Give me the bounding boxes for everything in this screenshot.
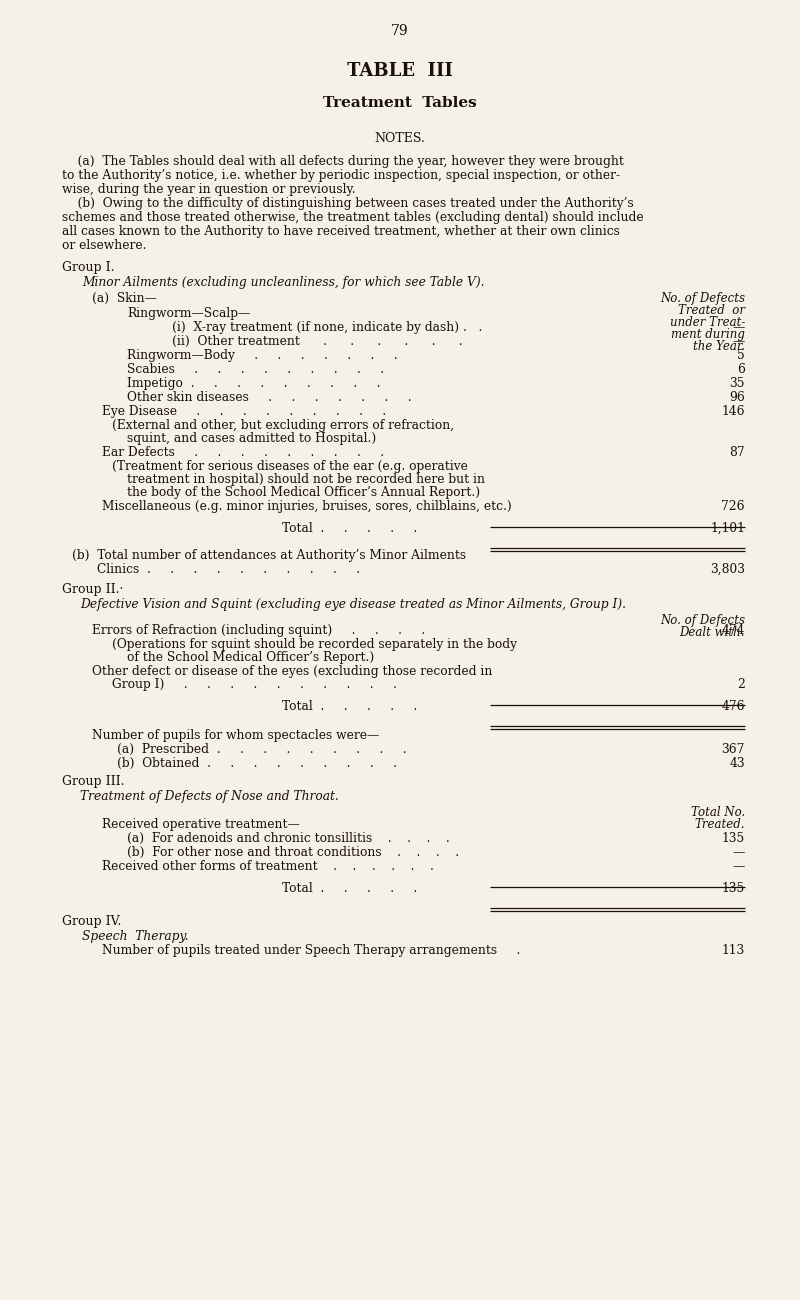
Text: or elsewhere.: or elsewhere. — [62, 239, 146, 252]
Text: the body of the School Medical Officer’s Annual Report.): the body of the School Medical Officer’s… — [127, 486, 480, 499]
Text: (a)  Prescribed  .     .     .     .     .     .     .     .     .: (a) Prescribed . . . . . . . . . — [117, 744, 406, 757]
Text: 5: 5 — [738, 348, 745, 361]
Text: No. of Defects: No. of Defects — [660, 292, 745, 306]
Text: squint, and cases admitted to Hospital.): squint, and cases admitted to Hospital.) — [127, 432, 376, 445]
Text: Dealt with.: Dealt with. — [679, 627, 745, 640]
Text: Received operative treatment—: Received operative treatment— — [102, 818, 300, 831]
Text: Group III.: Group III. — [62, 775, 125, 788]
Text: Miscellaneous (e.g. minor injuries, bruises, sores, chilblains, etc.): Miscellaneous (e.g. minor injuries, brui… — [102, 500, 512, 514]
Text: —: — — [733, 321, 745, 334]
Text: Total No.: Total No. — [690, 806, 745, 819]
Text: of the School Medical Officer’s Report.): of the School Medical Officer’s Report.) — [127, 651, 374, 664]
Text: 79: 79 — [391, 23, 409, 38]
Text: (Treatment for serious diseases of the ear (e.g. operative: (Treatment for serious diseases of the e… — [112, 460, 468, 473]
Text: (i)  X-ray treatment (if none, indicate by dash) .   .: (i) X-ray treatment (if none, indicate b… — [172, 321, 482, 334]
Text: under Treat-: under Treat- — [670, 316, 745, 329]
Text: Impetigo  .     .     .     .     .     .     .     .     .: Impetigo . . . . . . . . . — [127, 377, 381, 390]
Text: Group I)     .     .     .     .     .     .     .     .     .     .: Group I) . . . . . . . . . . — [112, 679, 397, 692]
Text: 476: 476 — [722, 699, 745, 712]
Text: 35: 35 — [730, 377, 745, 390]
Text: Group II.·: Group II.· — [62, 582, 123, 595]
Text: (External and other, but excluding errors of refraction,: (External and other, but excluding error… — [112, 419, 454, 432]
Text: 146: 146 — [722, 406, 745, 419]
Text: treatment in hospital) should not be recorded here but in: treatment in hospital) should not be rec… — [127, 473, 485, 486]
Text: 1,101: 1,101 — [710, 523, 745, 536]
Text: Eye Disease     .     .     .     .     .     .     .     .     .: Eye Disease . . . . . . . . . — [102, 406, 386, 419]
Text: 135: 135 — [722, 832, 745, 845]
Text: the Year.: the Year. — [693, 341, 745, 354]
Text: (b)  For other nose and throat conditions    .    .    .    .: (b) For other nose and throat conditions… — [127, 846, 459, 859]
Text: Treatment  Tables: Treatment Tables — [323, 96, 477, 110]
Text: Number of pupils treated under Speech Therapy arrangements     .: Number of pupils treated under Speech Th… — [102, 944, 520, 957]
Text: 96: 96 — [730, 391, 745, 404]
Text: Ear Defects     .     .     .     .     .     .     .     .     .: Ear Defects . . . . . . . . . — [102, 446, 384, 459]
Text: Ringworm—Body     .     .     .     .     .     .     .: Ringworm—Body . . . . . . . — [127, 348, 398, 361]
Text: Minor Ailments (excluding uncleanliness, for which see Table V).: Minor Ailments (excluding uncleanliness,… — [82, 276, 485, 289]
Text: (b)  Obtained  .     .     .     .     .     .     .     .     .: (b) Obtained . . . . . . . . . — [117, 757, 397, 770]
Text: (b)  Total number of attendances at Authority’s Minor Ailments: (b) Total number of attendances at Autho… — [72, 549, 466, 562]
Text: —: — — [733, 335, 745, 348]
Text: Group I.: Group I. — [62, 261, 114, 274]
Text: Total  .     .     .     .     .: Total . . . . . — [282, 523, 418, 536]
Text: Group IV.: Group IV. — [62, 915, 122, 928]
Text: 474: 474 — [722, 624, 745, 637]
Text: Total  .     .     .     .     .: Total . . . . . — [282, 699, 418, 712]
Text: Number of pupils for whom spectacles were—: Number of pupils for whom spectacles wer… — [92, 729, 379, 742]
Text: 113: 113 — [722, 944, 745, 957]
Text: 43: 43 — [730, 757, 745, 770]
Text: all cases known to the Authority to have received treatment, whether at their ow: all cases known to the Authority to have… — [62, 225, 620, 238]
Text: 726: 726 — [722, 500, 745, 514]
Text: No. of Defects: No. of Defects — [660, 614, 745, 627]
Text: (Operations for squint should be recorded separately in the body: (Operations for squint should be recorde… — [112, 638, 517, 651]
Text: Speech  Therapy.: Speech Therapy. — [82, 930, 189, 942]
Text: 6: 6 — [737, 363, 745, 376]
Text: 2: 2 — [737, 679, 745, 692]
Text: Treated  or: Treated or — [678, 304, 745, 317]
Text: (ii)  Other treatment      .      .      .      .      .      .: (ii) Other treatment . . . . . . — [172, 335, 462, 348]
Text: 135: 135 — [722, 881, 745, 894]
Text: Treatment of Defects of Nose and Throat.: Treatment of Defects of Nose and Throat. — [80, 790, 338, 803]
Text: Clinics  .     .     .     .     .     .     .     .     .     .: Clinics . . . . . . . . . . — [97, 563, 360, 576]
Text: Treated.: Treated. — [694, 818, 745, 831]
Text: Other skin diseases     .     .     .     .     .     .     .: Other skin diseases . . . . . . . — [127, 391, 412, 404]
Text: Defective Vision and Squint (excluding eye disease treated as Minor Ailments, Gr: Defective Vision and Squint (excluding e… — [80, 598, 626, 611]
Text: (a)  For adenoids and chronic tonsillitis    .    .    .    .: (a) For adenoids and chronic tonsillitis… — [127, 832, 450, 845]
Text: schemes and those treated otherwise, the treatment tables (excluding dental) sho: schemes and those treated otherwise, the… — [62, 211, 644, 224]
Text: Other defect or disease of the eyes (excluding those recorded in: Other defect or disease of the eyes (exc… — [92, 666, 492, 679]
Text: 87: 87 — [730, 446, 745, 459]
Text: wise, during the year in question or previously.: wise, during the year in question or pre… — [62, 183, 356, 196]
Text: (a)  The Tables should deal with all defects during the year, however they were : (a) The Tables should deal with all defe… — [62, 155, 624, 168]
Text: NOTES.: NOTES. — [374, 133, 426, 146]
Text: (b)  Owing to the difficulty of distinguishing between cases treated under the A: (b) Owing to the difficulty of distingui… — [62, 198, 634, 211]
Text: Total  .     .     .     .     .: Total . . . . . — [282, 881, 418, 894]
Text: Ringworm—Scalp—: Ringworm—Scalp— — [127, 307, 250, 320]
Text: —: — — [733, 861, 745, 874]
Text: 3,803: 3,803 — [710, 563, 745, 576]
Text: (a)  Skin—: (a) Skin— — [92, 292, 157, 306]
Text: Errors of Refraction (including squint)     .     .     .     .: Errors of Refraction (including squint) … — [92, 624, 426, 637]
Text: Scabies     .     .     .     .     .     .     .     .     .: Scabies . . . . . . . . . — [127, 363, 384, 376]
Text: Received other forms of treatment    .    .    .    .    .    .: Received other forms of treatment . . . … — [102, 861, 434, 874]
Text: ment during: ment during — [671, 328, 745, 341]
Text: TABLE  III: TABLE III — [347, 62, 453, 81]
Text: 367: 367 — [722, 744, 745, 757]
Text: to the Authority’s notice, i.e. whether by periodic inspection, special inspecti: to the Authority’s notice, i.e. whether … — [62, 169, 620, 182]
Text: —: — — [733, 846, 745, 859]
